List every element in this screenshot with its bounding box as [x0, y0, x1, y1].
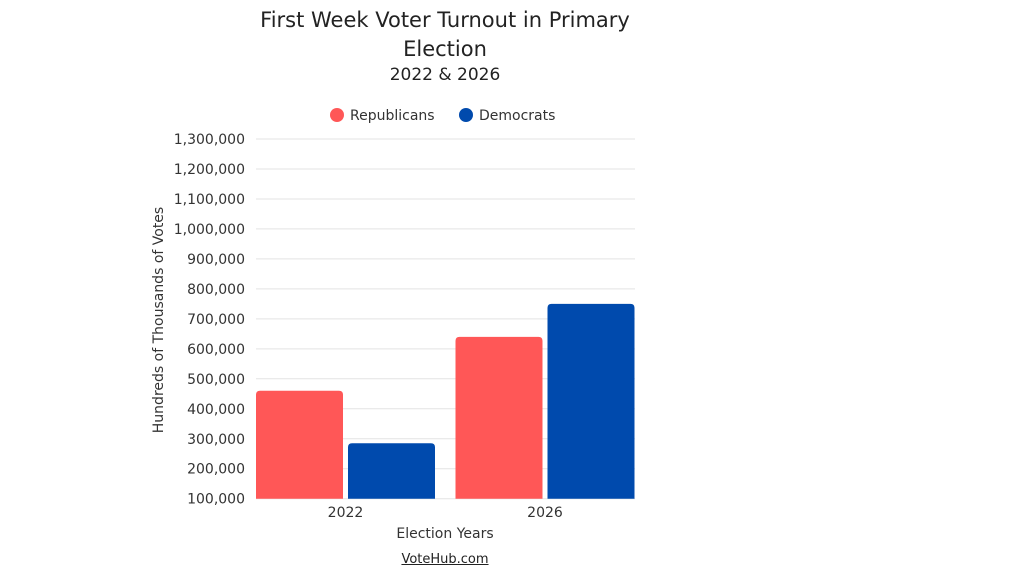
- x-tick-label: 2026: [527, 505, 563, 521]
- chart-title: First Week Voter Turnout in Primary Elec…: [260, 8, 630, 61]
- y-tick-label: 500,000: [187, 372, 245, 388]
- y-tick-label: 400,000: [187, 402, 245, 418]
- y-tick-label: 1,100,000: [174, 192, 245, 208]
- y-axis-label: Hundreds of Thousands of Votes: [151, 207, 167, 433]
- x-axis-label: Election Years: [396, 526, 493, 542]
- y-tick-label: 200,000: [187, 462, 245, 478]
- bar-republicans-2022: [256, 390, 343, 499]
- bar-democrats-2022: [348, 443, 435, 499]
- y-tick-label: 1,200,000: [174, 162, 245, 178]
- y-tick-label: 300,000: [187, 432, 245, 448]
- legend-marker-republicans: [330, 108, 344, 122]
- y-tick-label: 900,000: [187, 252, 245, 268]
- chart-subtitle: 2022 & 2026: [389, 65, 501, 85]
- y-tick-label: 1,300,000: [174, 132, 245, 148]
- y-tick-label: 1,000,000: [174, 222, 245, 238]
- bar-republicans-2026: [455, 336, 543, 499]
- y-tick-label: 600,000: [187, 342, 245, 358]
- y-tick-label: 100,000: [187, 492, 245, 508]
- bar-democrats-2026: [547, 303, 635, 499]
- legend-label-republicans: Republicans: [350, 108, 435, 124]
- legend-marker-democrats: [459, 108, 473, 122]
- y-tick-label: 700,000: [187, 312, 245, 328]
- legend-label-democrats: Democrats: [479, 108, 555, 124]
- y-tick-label: 800,000: [187, 282, 245, 298]
- source-link[interactable]: VoteHub.com: [401, 552, 489, 567]
- x-tick-label: 2022: [328, 505, 364, 521]
